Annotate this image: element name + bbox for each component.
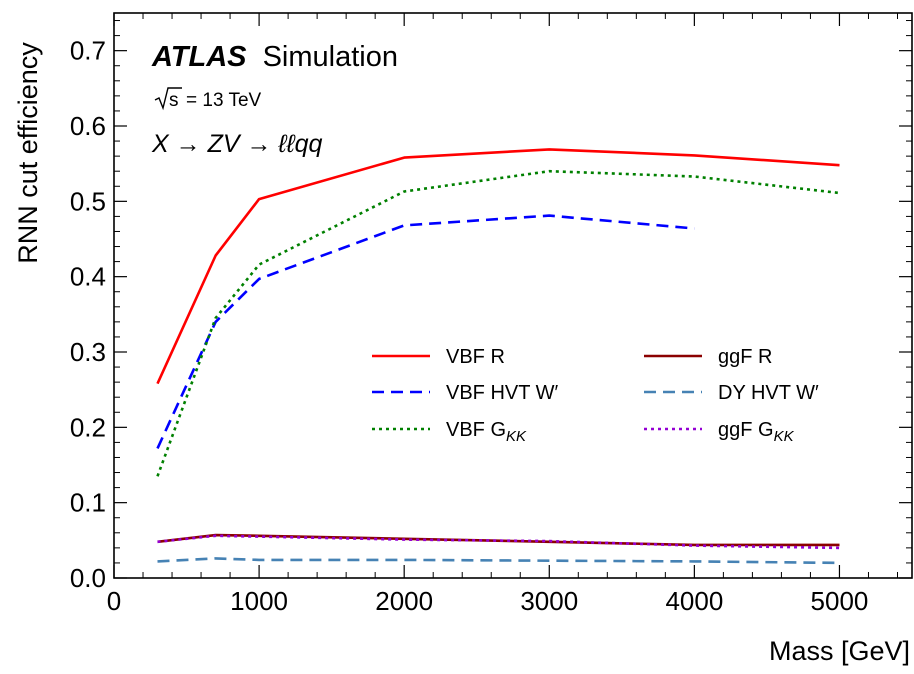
series-line-vbf-r [156,148,840,385]
x-tick-label: 3000 [520,586,578,616]
legend: VBF R VBF HVT W′ VBF GKK ggF R DY HVT W′ ggF … [372,346,819,445]
y-tick-label: 0.5 [70,186,106,216]
x-tick-label: 5000 [811,586,869,616]
y-axis-label: RNN cut efficiency [13,42,43,264]
series-line-ggf-gkk [157,534,840,550]
plot-frame [113,12,913,579]
energy-value: = 13 TeV [186,90,262,111]
legend-label-vbf-r: VBF R [446,346,505,368]
y-tick-label: 0.6 [70,111,106,141]
x-tick-label: 0 [107,586,121,616]
series-lines [156,148,840,565]
y-tick-label: 0.7 [70,36,106,66]
plot-border [113,12,913,579]
series-line-vbf-hvt-w [156,214,695,449]
series-line-ggf-r [157,533,840,547]
legend-label-vbf-gkk: VBF GKK [446,419,527,445]
y-tick-label: 0.0 [70,563,106,593]
x-tick-label: 1000 [230,586,288,616]
legend-label-ggf-gkk: ggF GKK [718,419,795,445]
sqrt-symbol [154,87,182,111]
series-line-dy-hvt-w [157,557,840,565]
energy-label: s = 13 TeV [154,87,262,111]
y-tick-label: 0.1 [70,488,106,518]
x-axis-label: Mass [GeV] [769,636,910,666]
y-tick-label: 0.4 [70,262,106,292]
atlas-word: ATLAS [151,41,247,73]
simulation-word: Simulation [263,41,398,73]
legend-label-vbf-hvt-w: VBF HVT W′ [446,382,559,404]
y-tick-label: 0.3 [70,337,106,367]
y-tick-label: 0.2 [70,412,106,442]
x-tick-label: 4000 [665,586,723,616]
atlas-label: ATLAS Simulation [151,41,398,73]
legend-label-subscript: KK [774,428,795,445]
tick-labels: 0 1000 2000 3000 4000 5000 0.0 0.1 0.2 0.3 0.4 0.5 0… [70,36,869,616]
legend-label-dy-hvt-w: DY HVT W′ [718,382,819,404]
x-tick-label: 2000 [375,586,433,616]
legend-label-subscript: KK [506,428,527,445]
axis-ticks [113,13,912,579]
legend-label-ggf-r: ggF R [718,346,772,368]
series-line-vbf-gkk [156,169,840,477]
energy-sqrt-s: s [169,90,179,111]
process-label: X → ZV → ℓℓqq [151,130,322,158]
